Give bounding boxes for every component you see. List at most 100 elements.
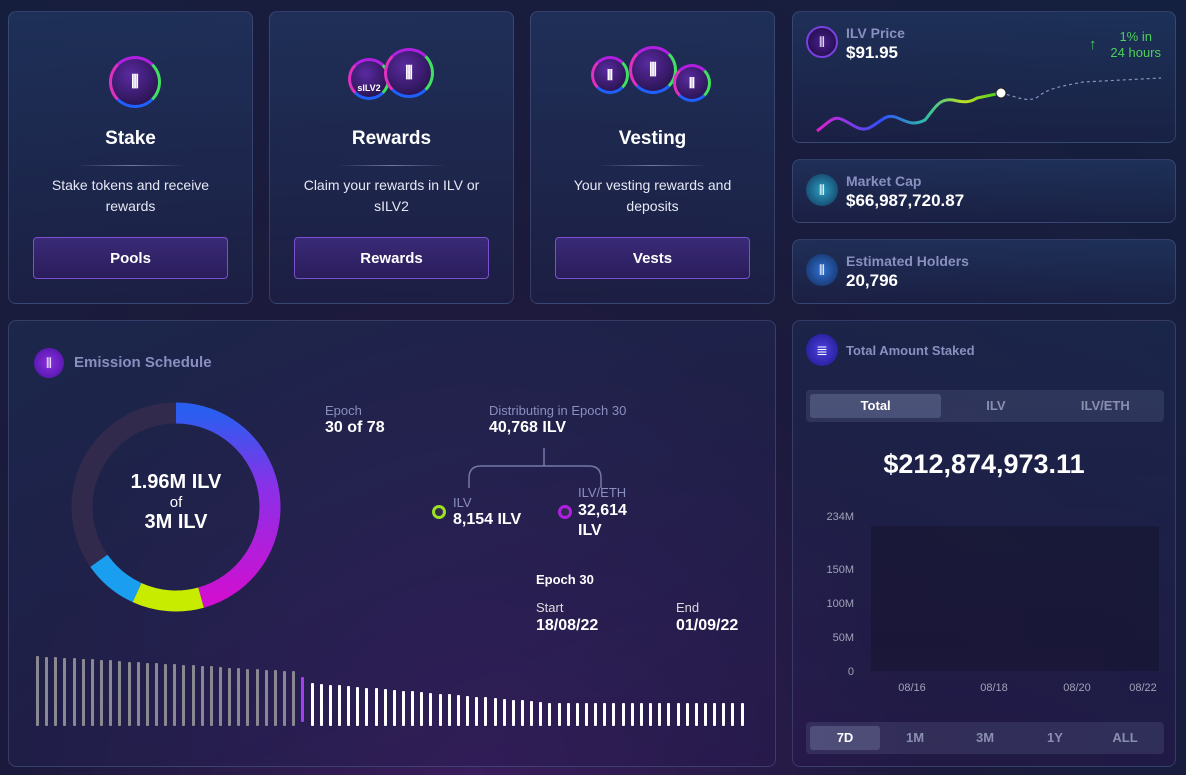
pool-tabs: Total ILV ILV/ETH <box>806 390 1164 422</box>
range-1m[interactable]: 1M <box>905 730 925 745</box>
epoch-bar <box>63 657 67 726</box>
start-date: 18/08/22 <box>536 617 599 634</box>
epoch-bar <box>283 670 287 726</box>
ilv-eth-amount: 32,614 <box>578 502 627 519</box>
range-all[interactable]: ALL <box>1112 730 1138 745</box>
donut-segment-other <box>90 554 142 603</box>
epoch-bar <box>722 703 726 726</box>
y-tick-label: 100M <box>826 598 854 610</box>
epoch-bar <box>466 695 470 726</box>
epoch-bar <box>420 692 424 726</box>
y-tick-label: 0 <box>848 666 854 678</box>
distributing-label: Distributing in Epoch 30 <box>489 403 627 418</box>
distributing-value: 40,768 ILV <box>489 419 567 436</box>
epoch-bar <box>502 698 506 726</box>
ilv-eth-pool-dot <box>558 505 572 519</box>
epoch-bar <box>447 694 451 726</box>
vests-button[interactable]: Vests <box>555 237 750 279</box>
epoch-bar <box>411 691 415 726</box>
epoch-bar <box>374 688 378 726</box>
emission-title: Emission Schedule <box>74 354 212 371</box>
chart-area <box>871 526 1159 671</box>
price-change-period: 24 hours <box>1110 45 1161 60</box>
x-tick-label: 08/22 <box>1129 682 1157 694</box>
epoch-bar <box>310 683 314 726</box>
range-1y[interactable]: 1Y <box>1047 730 1063 745</box>
epoch-bar <box>694 703 698 726</box>
epoch-bar <box>484 697 488 726</box>
epoch-bar <box>136 662 140 726</box>
holders-icon: ⫴ <box>806 254 838 286</box>
epoch-bar <box>347 686 351 726</box>
y-tick-label: 50M <box>833 632 854 644</box>
y-tick-label: 234M <box>826 511 854 523</box>
tab-ilv-eth[interactable]: ILV/ETH <box>1080 398 1130 413</box>
epoch-label: Epoch <box>325 403 362 418</box>
rewards-button[interactable]: Rewards <box>294 237 489 279</box>
epoch-bar <box>191 665 195 726</box>
epoch-bar <box>319 683 323 726</box>
epoch-bar <box>45 656 49 726</box>
epoch-bar <box>402 690 405 726</box>
card-description: Stake tokens and receive rewards <box>51 177 210 214</box>
ilv-eth-pool-value: 32,614 ILV <box>578 501 627 541</box>
epoch-bar <box>685 703 689 726</box>
epoch-bar <box>164 663 168 726</box>
range-tabs: 7D 1M 3M 1Y ALL <box>806 722 1164 754</box>
epoch-bars <box>9 321 777 768</box>
end-date: 01/09/22 <box>676 617 739 634</box>
epoch-bar <box>649 703 653 726</box>
epoch-bar <box>365 687 369 726</box>
card-title: Rewards <box>351 128 432 149</box>
holders-card: ⫴ Estimated Holders 20,796 <box>792 239 1176 304</box>
epoch-bar <box>173 664 177 726</box>
ilv-eth-pool-label: ILV/ETH <box>578 485 627 500</box>
epoch-bar <box>740 703 744 726</box>
range-3m[interactable]: 3M <box>975 730 995 745</box>
epoch-bar <box>520 700 524 726</box>
ilv-coin-icon: ⫴ <box>384 48 434 98</box>
tab-total[interactable]: Total <box>810 394 942 418</box>
pools-button[interactable]: Pools <box>33 237 228 279</box>
staked-chart: 234M 150M 100M 50M 0 08/16 08/18 08/20 08/22 <box>826 511 1159 694</box>
donut-segment-ilv <box>132 582 204 612</box>
ilv-coin-icon: ⫴ <box>629 46 677 94</box>
epoch-bar <box>392 689 396 726</box>
ilv-price-card: ⫴ ILV Price $91.95 ↑ 1% in 24 hours <box>792 11 1176 143</box>
price-label: ILV Price <box>846 25 905 41</box>
epoch-bar <box>237 668 241 726</box>
price-value: $91.95 <box>846 43 898 62</box>
ilv-pool-dot <box>432 505 446 519</box>
epoch-bar <box>118 660 122 726</box>
x-tick-label: 08/16 <box>898 682 926 694</box>
arrow-up-icon: ↑ <box>1089 36 1097 53</box>
staked-title: Total Amount Staked <box>846 343 975 358</box>
epoch-bar <box>475 696 479 726</box>
epoch-bar <box>658 703 662 726</box>
price-sparkline <box>816 77 1162 133</box>
epoch-bar <box>493 698 497 726</box>
epoch-bar <box>200 665 204 726</box>
epoch-bar <box>585 703 588 726</box>
epoch-bar <box>219 667 222 726</box>
total-amount: 3M ILV <box>144 511 208 533</box>
tab-ilv[interactable]: ILV <box>986 398 1006 413</box>
epoch-bar <box>676 703 680 726</box>
epoch-bar <box>301 677 305 722</box>
epoch-bar <box>667 703 671 726</box>
epoch-bar <box>127 661 131 726</box>
vesting-card: ⫴ ⫴ ⫴ Vesting Your vesting rewards and d… <box>530 11 775 304</box>
split-bracket <box>468 448 602 488</box>
epoch-bar <box>603 703 607 726</box>
epoch-bar <box>356 686 360 726</box>
epoch-bar <box>456 695 460 726</box>
price-change: 1% in 24 hours <box>1110 29 1161 61</box>
epoch-bar <box>109 660 113 726</box>
epoch-bar <box>182 664 186 726</box>
market-cap-value: $66,987,720.87 <box>846 191 965 210</box>
donut-segment-ilv-eth <box>175 402 281 608</box>
epoch-bar <box>429 692 433 726</box>
range-7d[interactable]: 7D <box>810 726 880 750</box>
ilv-pool-label: ILV <box>453 495 472 510</box>
epoch-bar <box>328 684 332 726</box>
